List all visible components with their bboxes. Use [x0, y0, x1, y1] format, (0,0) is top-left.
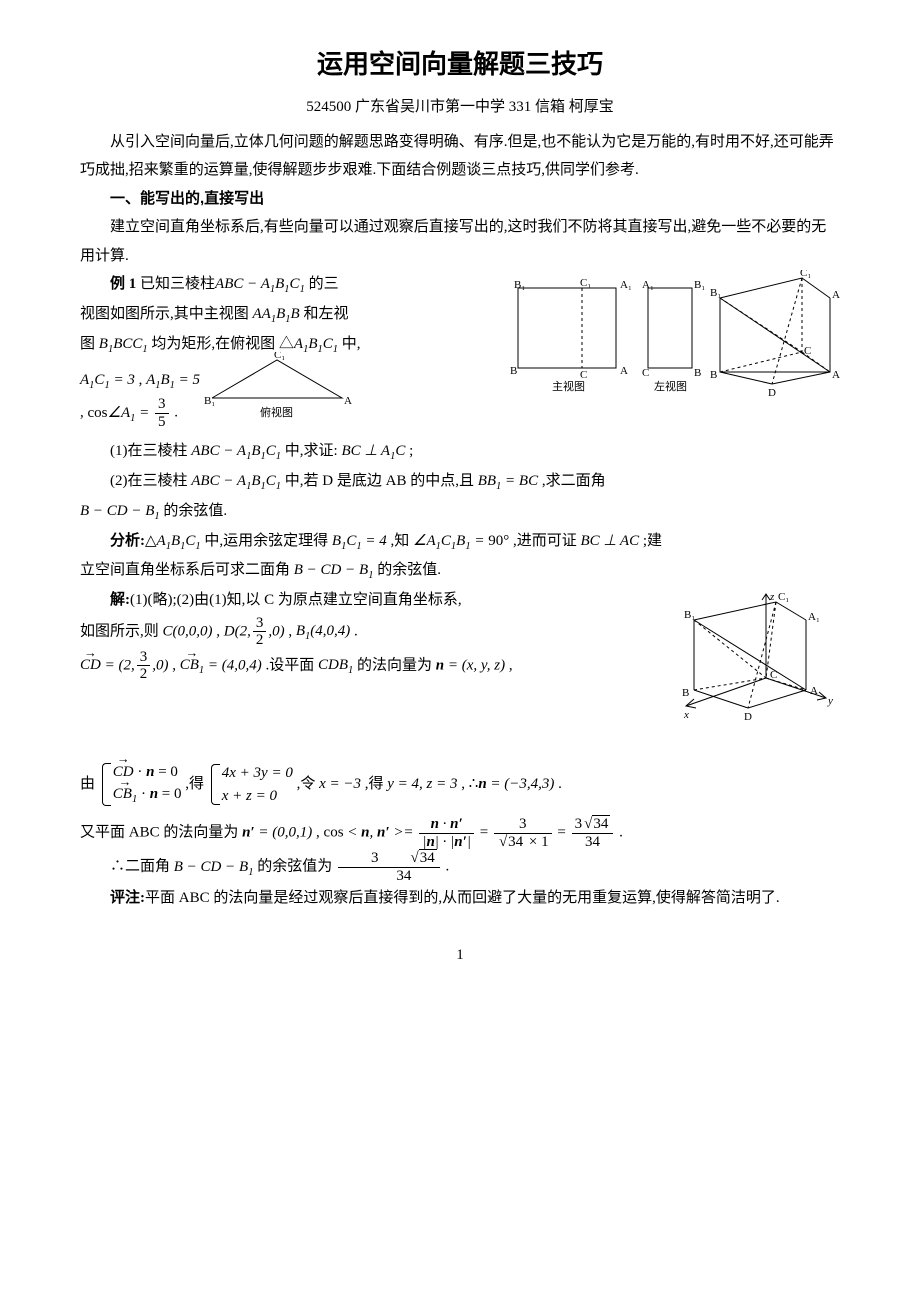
- svg-text:A₁: A₁: [642, 279, 654, 291]
- figures-top: B₁ C₁ A₁ B C A 主视图 A₁ B₁ C B 左视图 B₁ C₁ A₁ B C A D: [510, 270, 840, 400]
- section-1-paragraph: 建立空间直角坐标系后,有些向量可以通过观察后直接写出的,这时我们不防将其直接写出…: [80, 213, 840, 270]
- svg-text:C: C: [580, 369, 587, 381]
- solve-label: 解:: [110, 592, 130, 608]
- svg-text:C: C: [804, 345, 811, 357]
- analysis-line1: 分析:△A1B1C1 中,运用余弦定理得 B1C1 = 4 ,知 ∠A1C1B1…: [80, 527, 840, 557]
- main-view-label: 主视图: [552, 379, 585, 393]
- example-1-q2: (2)在三棱柱 ABC − A1B1C1 中,若 D 是底边 AB 的中点,且 …: [80, 467, 840, 497]
- svg-text:y: y: [827, 695, 833, 707]
- solve-line6: ∴二面角 B − CD − B1 的余弦值为 33434 .: [80, 850, 840, 884]
- review-paragraph: 评注:平面 ABC 的法向量是经过观察后直接得到的,从而回避了大量的无用重复运算…: [80, 884, 840, 913]
- svg-text:C₁: C₁: [800, 270, 811, 279]
- svg-text:A: A: [620, 365, 628, 377]
- svg-text:B₁: B₁: [684, 609, 695, 621]
- solve-line5: 又平面 ABC 的法向量为 n′ = (0,0,1) , cos < n, n′…: [80, 816, 840, 850]
- svg-text:D: D: [744, 711, 752, 723]
- svg-text:B: B: [710, 369, 717, 381]
- svg-text:B₁: B₁: [694, 279, 705, 291]
- svg-text:C₁: C₁: [580, 277, 591, 289]
- figure-row-top: B₁ C₁ A₁ B C A 主视图 A₁ B₁ C B 左视图 B₁ C₁ A₁ B C A D: [510, 270, 840, 411]
- example-1-q2b: B − CD − B1 的余弦值.: [80, 497, 840, 527]
- figure-coord: B₁ C₁ A₁ B C A D z y x: [670, 590, 840, 751]
- svg-text:A₁: A₁: [808, 611, 820, 623]
- svg-text:B₁: B₁: [204, 395, 215, 407]
- svg-text:B: B: [682, 687, 689, 699]
- svg-text:z: z: [769, 591, 775, 603]
- svg-text:C: C: [642, 367, 649, 379]
- svg-text:D: D: [768, 387, 776, 399]
- top-view-label: 俯视图: [260, 405, 293, 419]
- svg-text:A: A: [810, 685, 818, 697]
- svg-text:A: A: [832, 369, 840, 381]
- svg-text:B₁: B₁: [710, 287, 721, 299]
- svg-text:A₁: A₁: [620, 279, 632, 291]
- review-label: 评注:: [110, 890, 145, 906]
- example-1-label: 例 1: [110, 276, 136, 292]
- analysis-label: 分析:: [110, 533, 145, 549]
- svg-text:B₁: B₁: [514, 279, 525, 291]
- svg-text:C₁: C₁: [778, 591, 789, 603]
- left-view-label: 左视图: [654, 379, 687, 393]
- analysis-line2: 立空间直角坐标系后可求二面角 B − CD − B1 的余弦值.: [80, 556, 840, 586]
- svg-text:A₁: A₁: [344, 395, 352, 407]
- intro-paragraph: 从引入空间向量后,立体几何问题的解题思路变得明确、有序.但是,也不能认为它是万能…: [80, 128, 840, 185]
- figure-top-view: B₁C₁A₁ 俯视图: [202, 352, 352, 433]
- svg-text:x: x: [683, 709, 689, 721]
- svg-text:A₁: A₁: [832, 289, 840, 301]
- page-title: 运用空间向量解题三技巧: [80, 40, 840, 89]
- solve-line4: 由 CD · n = 0 CB1 · n = 0 ,得 4x + 3y = 0 …: [80, 761, 840, 808]
- page-subtitle: 524500 广东省吴川市第一中学 331 信箱 柯厚宝: [80, 93, 840, 122]
- example-1-q1: (1)在三棱柱 ABC − A1B1C1 中,求证: BC ⊥ A1C ;: [80, 437, 840, 467]
- svg-text:C: C: [770, 669, 777, 681]
- section-1-heading: 一、能写出的,直接写出: [80, 185, 840, 214]
- svg-text:B: B: [510, 365, 517, 377]
- svg-text:B: B: [694, 367, 701, 379]
- page-number: 1: [80, 941, 840, 970]
